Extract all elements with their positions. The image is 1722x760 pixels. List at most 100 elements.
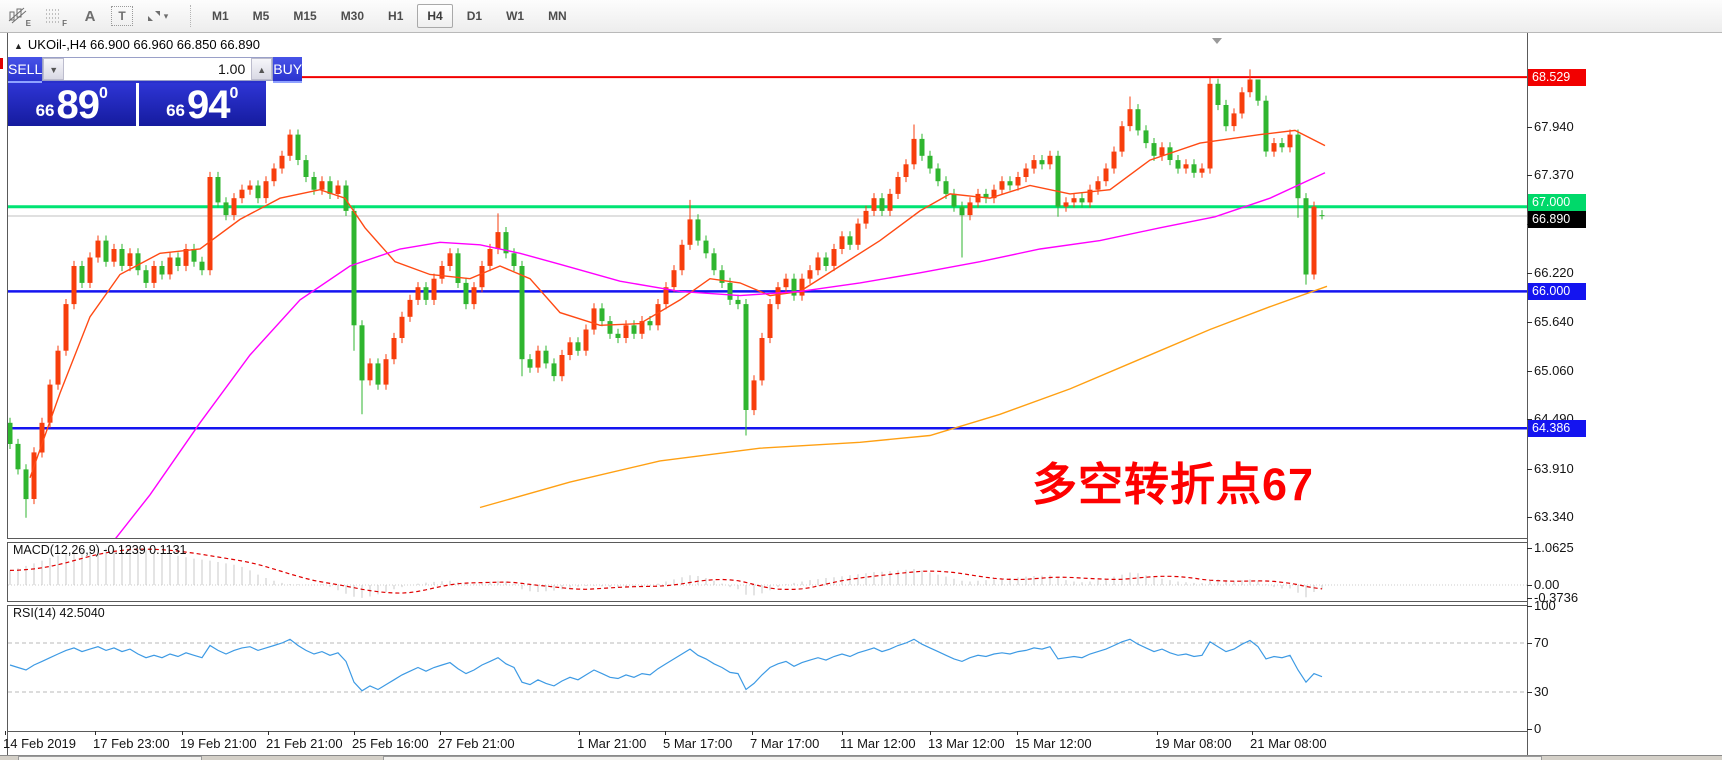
chart-title-text: UKOil-,H4 66.900 66.960 66.850 66.890	[27, 37, 260, 52]
price-badge: 66.000	[1528, 283, 1586, 300]
price-tick	[1527, 371, 1532, 372]
bottom-tab[interactable]	[18, 756, 202, 760]
macd-panel[interactable]	[8, 541, 1527, 601]
price-chart[interactable]	[8, 33, 1527, 538]
date-axis-label: 5 Mar 17:00	[663, 736, 733, 751]
timeframe-button-H4[interactable]: H4	[417, 4, 453, 28]
macd-axis-label: 1.0625	[1534, 540, 1574, 555]
date-axis-tick	[752, 731, 753, 735]
buy-price-pips: 94	[187, 82, 230, 127]
timeframe-button-W1[interactable]: W1	[506, 9, 525, 23]
rsi-axis-label: 0	[1534, 721, 1542, 736]
one-click-trading-panel: SELL ▼ ▲ BUY 66 89 0 66 94 0	[8, 57, 303, 127]
date-axis-label: 13 Mar 12:00	[928, 736, 1005, 751]
date-axis-label: 14 Feb 2019	[3, 736, 77, 751]
indicators-icon[interactable]: E	[3, 4, 33, 28]
objects-dropdown-icon[interactable]: ▾	[139, 4, 175, 28]
price-tick	[1527, 469, 1532, 470]
date-axis-tick	[1157, 731, 1158, 735]
panel-drag-mark	[0, 58, 3, 69]
macd-panel-separator[interactable]	[7, 538, 1527, 543]
rsi-axis-tick	[1527, 729, 1532, 730]
grid-icon[interactable]: F	[39, 4, 69, 28]
timeframe-toolbar: M1 M5 M15 M30 H1 H4 D1 W1 MN	[200, 4, 579, 28]
sell-price-display[interactable]: 66 89 0	[8, 83, 136, 126]
volume-increase-button[interactable]: ▲	[251, 58, 273, 80]
toolbar: E F A T ▾ M1 M5 M15 M30 H1 H4 D1 W1 MN	[0, 0, 1722, 33]
date-axis-tick	[5, 731, 6, 735]
macd-axis-label: 0.00	[1534, 577, 1560, 592]
chart-bottom-border	[7, 731, 1527, 732]
price-tick	[1527, 175, 1532, 176]
macd-label: MACD(12,26,9) -0.1239 0.1131	[13, 543, 187, 557]
buy-button[interactable]: BUY	[273, 57, 303, 83]
text-box-icon[interactable]: T	[111, 6, 133, 26]
buy-price-display[interactable]: 66 94 0	[138, 82, 266, 127]
date-axis-label: 11 Mar 12:00	[840, 736, 916, 751]
price-axis-label: 65.640	[1534, 314, 1574, 329]
rsi-panel-separator[interactable]	[7, 601, 1527, 606]
price-badge: 64.386	[1528, 420, 1586, 437]
grid-icon-letter: F	[62, 19, 67, 28]
toolbar-separator	[190, 5, 192, 27]
buy-price-bigfigure: 66	[166, 101, 185, 120]
date-axis-tick	[440, 731, 441, 735]
sell-price-pips: 89	[56, 82, 100, 127]
date-axis-label: 1 Mar 21:00	[577, 736, 647, 751]
price-badge: 68.529	[1528, 69, 1586, 86]
date-axis-tick	[354, 731, 355, 735]
sell-price-bigfigure: 66	[35, 101, 55, 120]
date-axis-tick	[842, 731, 843, 735]
date-axis-tick	[95, 731, 96, 735]
volume-input[interactable]	[64, 58, 252, 80]
indicators-icon-letter: E	[25, 19, 31, 28]
date-axis-tick	[930, 731, 931, 735]
timeframe-button-M30[interactable]: M30	[340, 9, 365, 23]
price-divider	[135, 83, 139, 126]
date-axis-tick	[1252, 731, 1253, 735]
timeframe-button-M1[interactable]: M1	[212, 9, 229, 23]
one-click-collapse-icon[interactable]	[1212, 38, 1222, 44]
price-axis-label: 63.910	[1534, 461, 1574, 476]
macd-axis-tick	[1527, 548, 1532, 549]
sell-button[interactable]: SELL	[8, 57, 43, 83]
sell-price-point: 0	[99, 85, 108, 102]
date-axis-label: 17 Feb 23:00	[93, 736, 170, 751]
date-axis-tick	[182, 731, 183, 735]
date-axis-label: 15 Mar 12:00	[1015, 736, 1092, 751]
date-axis-label: 21 Mar 08:00	[1250, 736, 1327, 751]
price-axis-label: 66.220	[1534, 265, 1574, 280]
rsi-axis-label: 70	[1534, 635, 1549, 650]
date-axis-tick	[579, 731, 580, 735]
rsi-axis-tick	[1527, 692, 1532, 693]
timeframe-button-MN[interactable]: MN	[548, 9, 567, 23]
price-tick	[1527, 127, 1532, 128]
timeframe-button-M5[interactable]: M5	[252, 9, 270, 23]
macd-axis-tick	[1527, 585, 1532, 586]
date-axis-label: 25 Feb 16:00	[352, 736, 429, 751]
timeframe-button-H1[interactable]: H1	[388, 9, 404, 23]
volume-control: ▼ ▲	[42, 57, 274, 81]
date-axis-label: 19 Feb 21:00	[180, 736, 257, 751]
rsi-axis-label: 30	[1534, 684, 1549, 699]
timeframe-button-M15[interactable]: M15	[293, 9, 317, 23]
timeframe-button-D1[interactable]: D1	[466, 9, 483, 23]
date-axis-label: 21 Feb 21:00	[266, 736, 343, 751]
bottom-scrollbar[interactable]	[383, 756, 1542, 760]
rsi-axis-label: 100	[1534, 598, 1556, 613]
price-tick	[1527, 419, 1532, 420]
price-badge: 67.000	[1528, 194, 1586, 211]
price-tick	[1527, 273, 1532, 274]
rsi-panel[interactable]	[8, 604, 1527, 731]
rsi-axis-tick	[1527, 643, 1532, 644]
collapse-objects-icon[interactable]: ▲	[14, 41, 23, 51]
text-label-icon[interactable]: A	[84, 7, 96, 25]
volume-decrease-button[interactable]: ▼	[43, 58, 65, 80]
chart-annotation-text: 多空转折点67	[1032, 459, 1315, 510]
date-axis-label: 7 Mar 17:00	[750, 736, 820, 751]
date-axis-label: 19 Mar 08:00	[1155, 736, 1232, 751]
price-axis-border	[1527, 33, 1528, 755]
macd-axis-label: -0.3736	[1534, 590, 1579, 605]
rsi-axis-tick	[1527, 606, 1532, 607]
